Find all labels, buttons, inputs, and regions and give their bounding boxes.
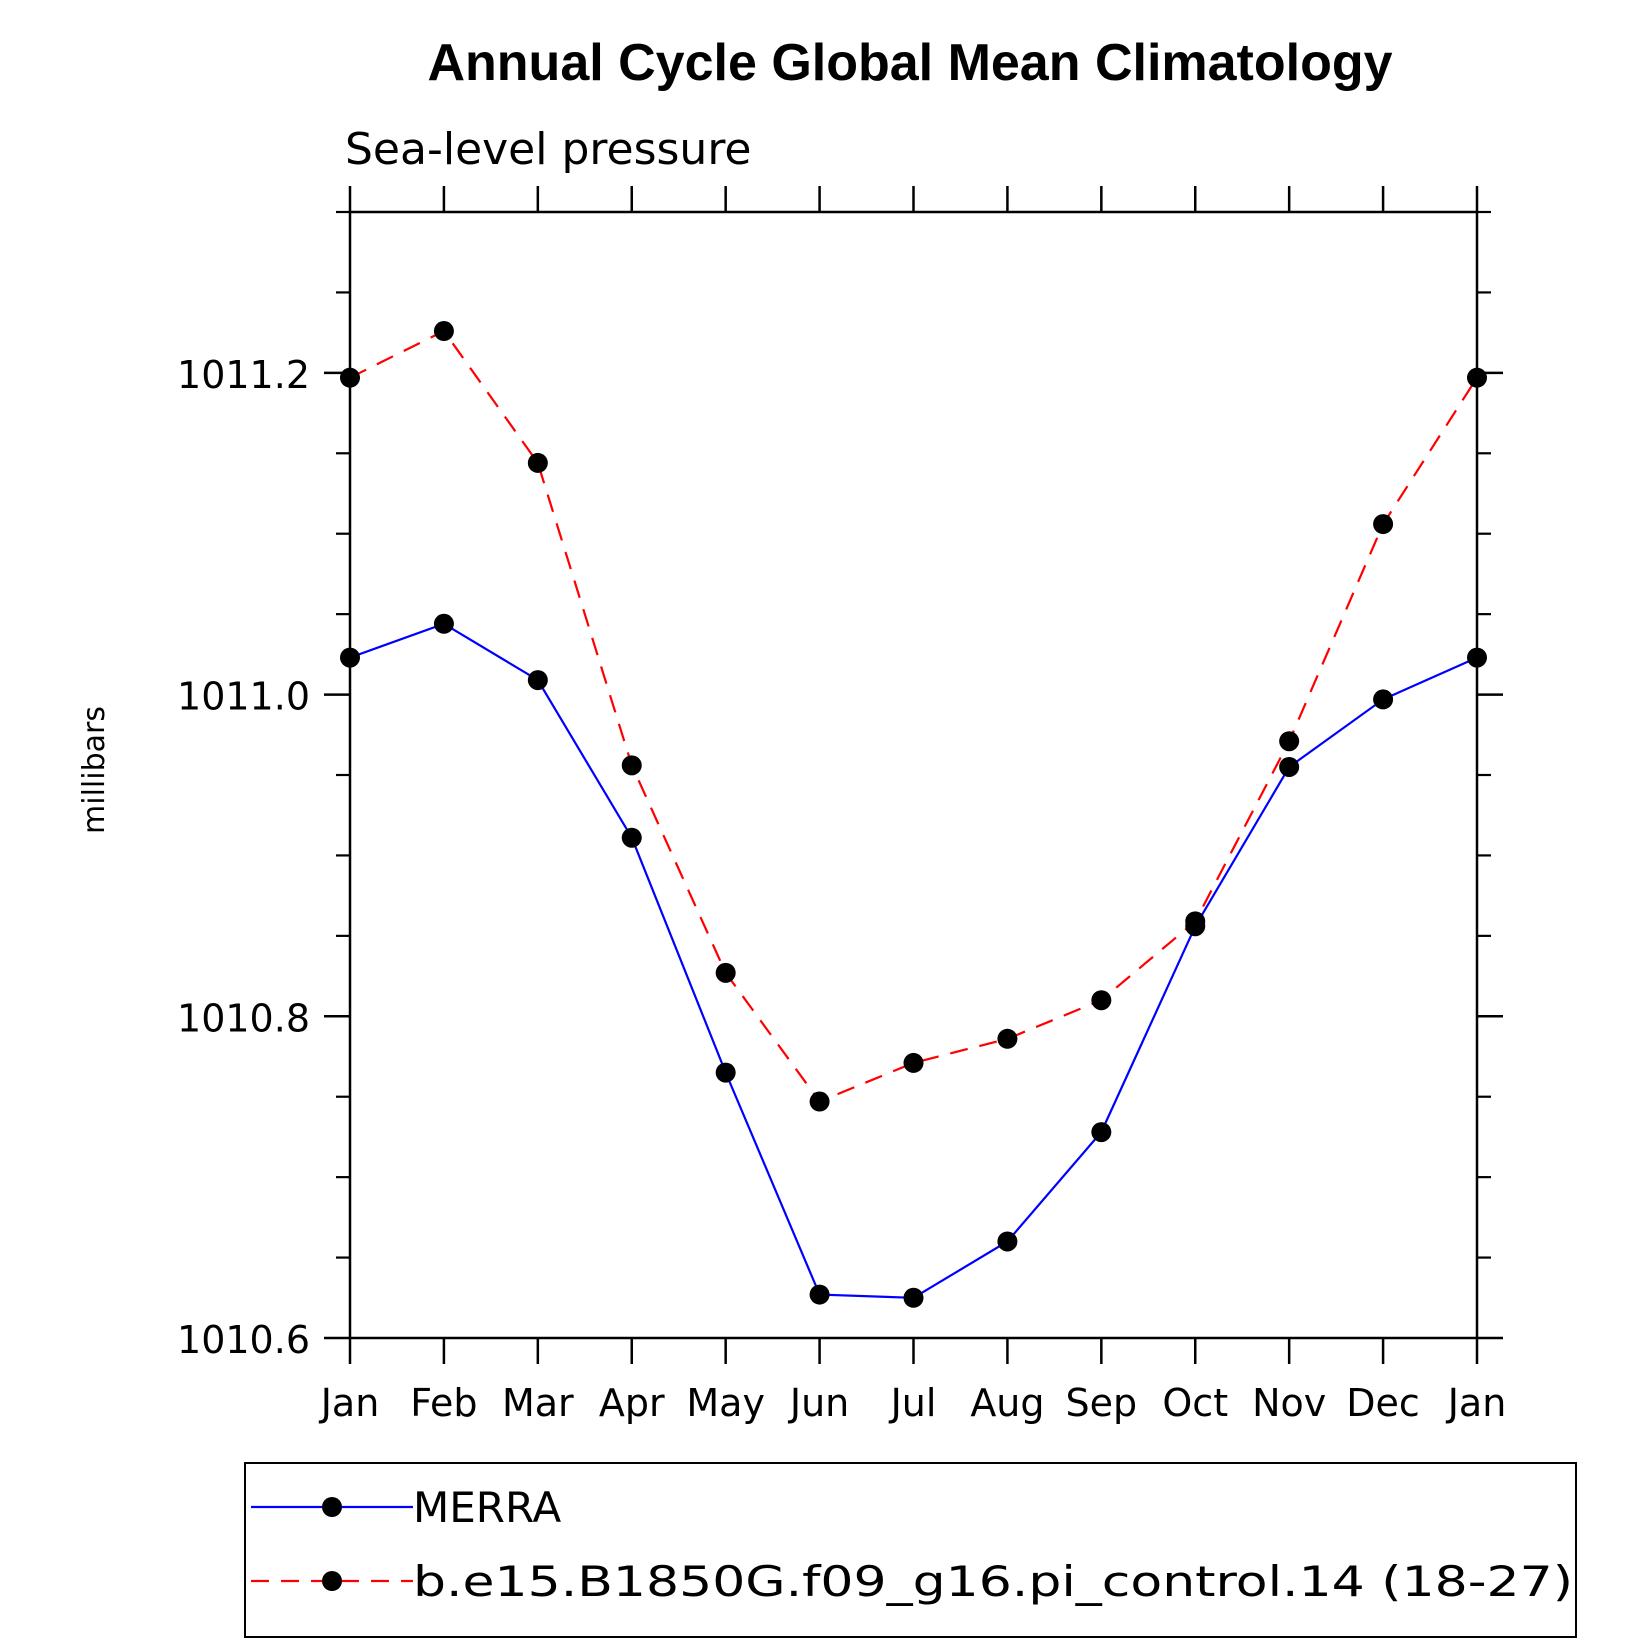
data-point-merra: [340, 647, 360, 668]
x-tick-label: Oct: [1162, 1381, 1228, 1425]
x-tick-label: May: [686, 1381, 765, 1425]
legend-label-merra: MERRA: [413, 1483, 561, 1532]
data-point-merra: [903, 1287, 924, 1308]
data-point-merra: [527, 670, 548, 691]
plot-frame: [348, 210, 1479, 1340]
data-point-merra: [997, 1231, 1018, 1252]
data-point-control: [340, 367, 360, 388]
legend-marker-merra: [322, 1497, 342, 1517]
plot-series: [340, 321, 1487, 1308]
data-point-merra: [1467, 647, 1487, 668]
series-line-merra: [349, 622, 1478, 1299]
x-tick-label: Sep: [1066, 1381, 1138, 1425]
x-tick-label: Jun: [788, 1381, 849, 1425]
data-point-merra: [1091, 1122, 1112, 1143]
data-point-merra: [1279, 756, 1300, 777]
data-point-control: [1373, 514, 1394, 535]
y-tick-label: 1010.8: [177, 996, 310, 1040]
data-point-merra: [433, 613, 454, 634]
data-point-control: [997, 1028, 1018, 1049]
x-tick-label: Dec: [1346, 1381, 1420, 1425]
data-point-control: [433, 321, 454, 342]
x-tick-label: Mar: [502, 1381, 574, 1425]
legend-box: [244, 1462, 1577, 1638]
x-tick-label: Nov: [1252, 1381, 1326, 1425]
legend: MERRA b.e15.B1850G.f09_g16.pi_control.14…: [244, 1462, 1577, 1638]
data-point-merra: [809, 1284, 830, 1305]
data-point-control: [1185, 911, 1206, 932]
chart-subtitle: Sea-level pressure: [345, 124, 752, 175]
data-point-control: [1279, 731, 1300, 752]
x-tick-label: Feb: [410, 1381, 477, 1425]
x-tick-label: Jul: [889, 1381, 937, 1425]
y-tick-label: 1010.6: [177, 1318, 310, 1362]
data-point-merra: [621, 827, 642, 848]
x-tick-label: Aug: [970, 1381, 1044, 1425]
chart-title: Annual Cycle Global Mean Climatology: [427, 34, 1392, 92]
data-point-control: [527, 452, 548, 473]
x-tick-label: Jan: [319, 1381, 380, 1425]
legend-marker-control: [322, 1571, 342, 1591]
data-point-control: [903, 1052, 924, 1073]
x-tick-label: Apr: [599, 1381, 665, 1425]
data-point-merra: [715, 1062, 736, 1083]
y-tick-label: 1011.2: [177, 353, 310, 397]
axes: Jan Feb Mar Apr May Jun Jul Aug Sep Oct Nov Dec Jan1…: [177, 186, 1506, 1425]
legend-label-control: b.e15.B1850G.f09_g16.pi_control.14 (18-2…: [413, 1557, 1573, 1606]
series-line-control: [349, 329, 1478, 1103]
data-point-control: [621, 755, 642, 776]
x-tick-label: Jan: [1446, 1381, 1507, 1425]
y-tick-label: 1011.0: [177, 675, 310, 719]
data-point-merra: [1373, 689, 1394, 710]
y-axis-label: millibars: [77, 706, 112, 834]
data-point-control: [715, 962, 736, 983]
data-point-control: [1091, 990, 1112, 1011]
data-point-control: [809, 1091, 830, 1112]
data-point-control: [1467, 367, 1487, 388]
